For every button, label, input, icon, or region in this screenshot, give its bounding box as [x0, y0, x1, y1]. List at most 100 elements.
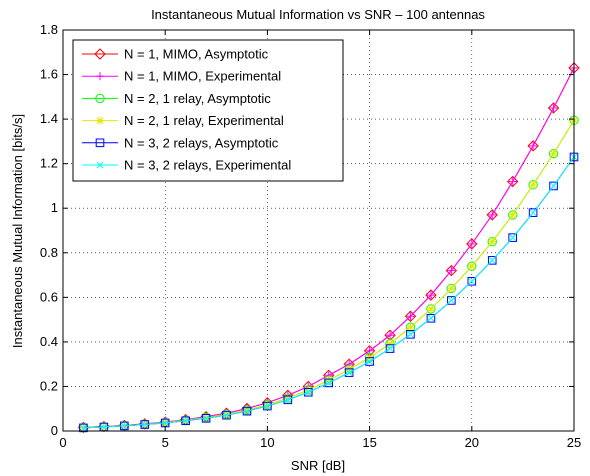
data-point	[263, 401, 272, 411]
data-point	[447, 266, 456, 275]
data-point	[506, 175, 519, 188]
legend-marker	[95, 138, 105, 148]
y-tick-label: 1	[51, 200, 58, 215]
chart-title: Instantaneous Mutual Information vs SNR …	[151, 7, 485, 22]
data-point	[527, 140, 539, 152]
legend-box	[72, 39, 344, 182]
y-tick-label: 1.2	[40, 156, 58, 171]
data-point	[325, 379, 333, 387]
data-point	[467, 261, 477, 271]
y-tick-label: 0.4	[40, 334, 58, 349]
data-point	[324, 378, 334, 388]
data-point	[386, 331, 395, 340]
data-point	[222, 410, 231, 419]
data-point	[345, 365, 354, 374]
data-point	[426, 304, 436, 314]
data-point	[283, 395, 293, 405]
data-point	[425, 289, 437, 301]
data-point	[508, 210, 517, 219]
data-point	[468, 277, 476, 285]
legend: N = 1, MIMO, Asymptotic N = 1, MIMO, Expe…	[72, 39, 344, 182]
data-point	[386, 339, 395, 348]
data-point	[407, 330, 414, 338]
data-point	[447, 296, 456, 305]
tick-layer: 0 5 10 15 20 25 0 0.2 0.4 0.6 0.8 1 1.2 1.4 1.6 1.8	[40, 22, 581, 450]
data-point	[366, 358, 373, 365]
data-point	[529, 209, 537, 217]
legend-label: N = 2, 1 relay, Asymptotic	[124, 91, 271, 106]
data-point	[120, 422, 128, 430]
data-point	[386, 345, 394, 352]
data-point	[406, 323, 415, 332]
legend-entry: N = 1, MIMO, Asymptotic	[82, 47, 269, 62]
data-point	[549, 181, 558, 191]
data-point	[264, 402, 271, 410]
data-point	[284, 396, 292, 404]
y-tick-label: 1.8	[40, 22, 58, 37]
data-point	[243, 407, 251, 415]
x-tick-label: 5	[162, 435, 169, 450]
data-point	[488, 256, 496, 264]
data-point	[345, 369, 353, 376]
legend-label: N = 3, 2 relays, Experimental	[124, 158, 291, 173]
data-point	[222, 410, 231, 420]
data-point	[487, 256, 497, 265]
data-point	[529, 141, 538, 150]
data-point	[242, 406, 252, 416]
data-point	[141, 421, 149, 428]
data-point	[426, 313, 436, 323]
legend-marker	[95, 93, 105, 104]
data-point	[467, 276, 477, 286]
legend-entry: N = 2, 1 relay, Asymptotic	[82, 91, 271, 106]
plot-frame	[62, 29, 575, 432]
x-axis-title: SNR [dB]	[291, 458, 345, 473]
legend-marker	[96, 116, 104, 125]
y-tick-label: 0.2	[40, 378, 58, 393]
y-tick-label: 0.6	[40, 289, 58, 304]
data-point	[202, 414, 210, 422]
data-point	[508, 177, 517, 186]
y-axis-title: Instantaneous Mutual Information [bits/s…	[10, 114, 25, 348]
legend-entry: N = 1, MIMO, Experimental	[82, 69, 281, 84]
data-point	[549, 103, 558, 112]
data-point	[426, 291, 435, 300]
data-point	[466, 238, 478, 250]
data-point	[448, 297, 455, 304]
data-point	[507, 210, 518, 220]
data-point	[486, 209, 498, 221]
legend-marker	[96, 72, 104, 81]
legend-entry: N = 3, 2 relays, Experimental	[82, 158, 291, 173]
data-point	[385, 344, 395, 353]
data-point	[528, 180, 538, 190]
data-point	[426, 304, 435, 313]
data-point	[528, 208, 538, 217]
data-point	[488, 210, 497, 219]
legend-entry: N = 2, 1 relay, Experimental	[82, 113, 284, 128]
data-point	[406, 312, 415, 321]
data-point	[488, 237, 497, 246]
data-point	[467, 262, 476, 271]
data-point	[304, 388, 312, 396]
series-6	[80, 153, 578, 432]
data-point	[427, 314, 435, 322]
legend-marker	[94, 48, 106, 60]
data-point	[487, 236, 497, 247]
y-tick-label: 1.6	[40, 67, 58, 82]
data-point	[549, 149, 558, 158]
y-tick-label: 0	[51, 423, 58, 438]
legend-label: N = 1, MIMO, Asymptotic	[124, 47, 269, 62]
data-point	[404, 310, 417, 322]
grid-lines	[63, 30, 574, 431]
data-point	[80, 424, 87, 432]
data-point	[405, 322, 416, 332]
data-point	[283, 394, 292, 403]
data-point	[344, 368, 354, 377]
data-point	[467, 239, 476, 248]
data-point	[447, 284, 456, 293]
data-point	[365, 357, 374, 366]
x-tick-label: 25	[567, 435, 581, 450]
x-tick-label: 15	[362, 435, 376, 450]
x-tick-label: 0	[59, 435, 66, 450]
data-point	[508, 233, 517, 242]
